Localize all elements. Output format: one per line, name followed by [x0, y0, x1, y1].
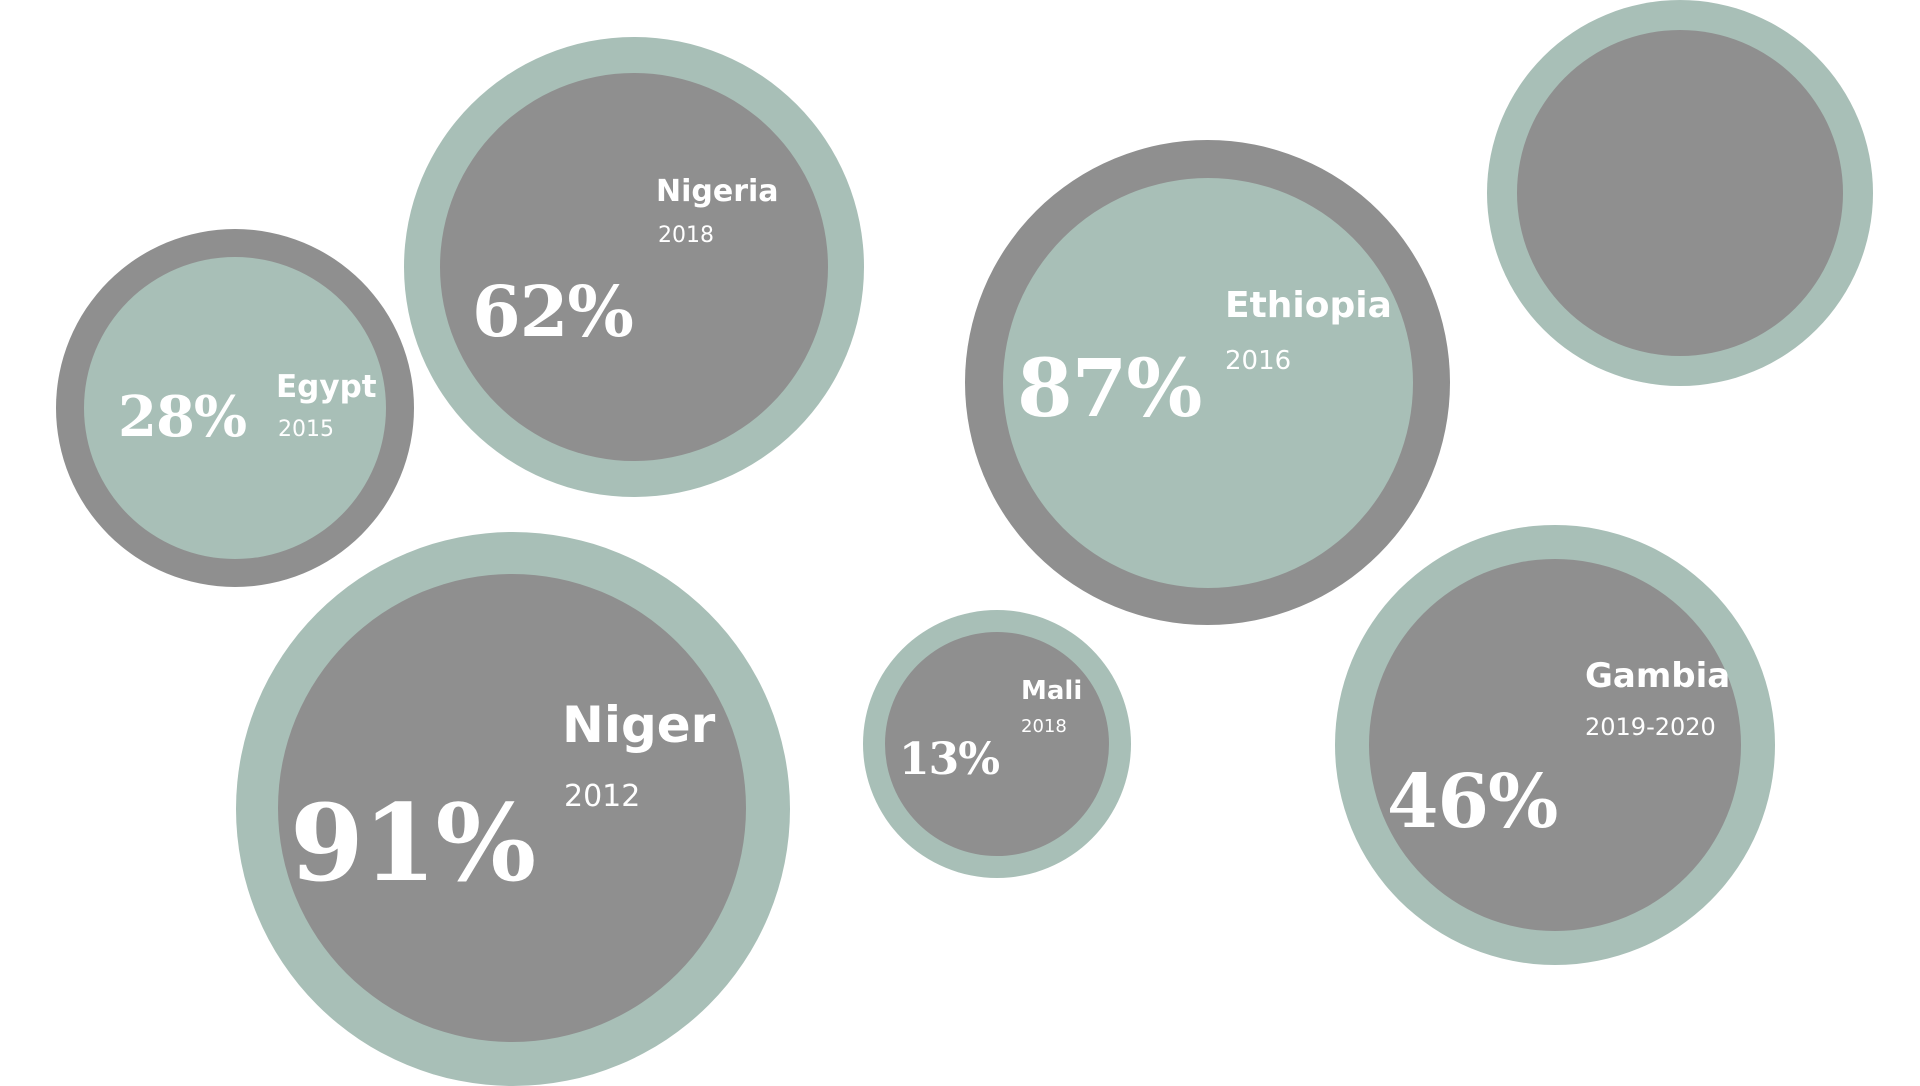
- gambia-percent: 46%: [1387, 759, 1558, 845]
- nigeria-percent: 62%: [472, 270, 634, 353]
- egypt-percent: 28%: [118, 384, 247, 450]
- niger-country: Niger: [562, 696, 716, 754]
- bubble-mali: 13% Mali 2018: [863, 610, 1131, 878]
- bubble-ethiopia: 87% Ethiopia 2016: [965, 140, 1450, 625]
- egypt-year: 2015: [278, 417, 334, 442]
- bubble-mali-inner: [885, 632, 1109, 856]
- bubble-ethiopia-inner: [1003, 178, 1413, 588]
- ethiopia-year: 2016: [1225, 346, 1292, 376]
- gambia-year: 2019-2020: [1585, 713, 1716, 741]
- bubble-egypt: 28% Egypt 2015: [56, 229, 414, 587]
- mali-country: Mali: [1021, 676, 1083, 706]
- nigeria-year: 2018: [658, 223, 714, 248]
- niger-year: 2012: [564, 779, 641, 814]
- nigeria-country: Nigeria: [656, 174, 779, 209]
- gambia-country: Gambia: [1585, 656, 1731, 696]
- bubble-gambia-inner: [1369, 559, 1741, 931]
- egypt-country: Egypt: [276, 369, 377, 405]
- ethiopia-country: Ethiopia: [1225, 285, 1392, 326]
- mali-percent: 13%: [899, 734, 1000, 785]
- mali-year: 2018: [1021, 716, 1067, 737]
- bubble-nigeria: 62% Nigeria 2018: [404, 37, 864, 497]
- bubble-niger: 91% Niger 2012: [236, 532, 790, 1086]
- bubble-unlabeled-inner: [1517, 30, 1843, 356]
- bubble-egypt-inner: [84, 257, 386, 559]
- bubble-unlabeled: [1487, 0, 1873, 386]
- bubble-niger-inner: [278, 574, 746, 1042]
- bubble-gambia: 46% Gambia 2019-2020: [1335, 525, 1775, 965]
- ethiopia-percent: 87%: [1017, 341, 1202, 435]
- niger-percent: 91%: [290, 780, 536, 905]
- bubble-nigeria-inner: [440, 73, 828, 461]
